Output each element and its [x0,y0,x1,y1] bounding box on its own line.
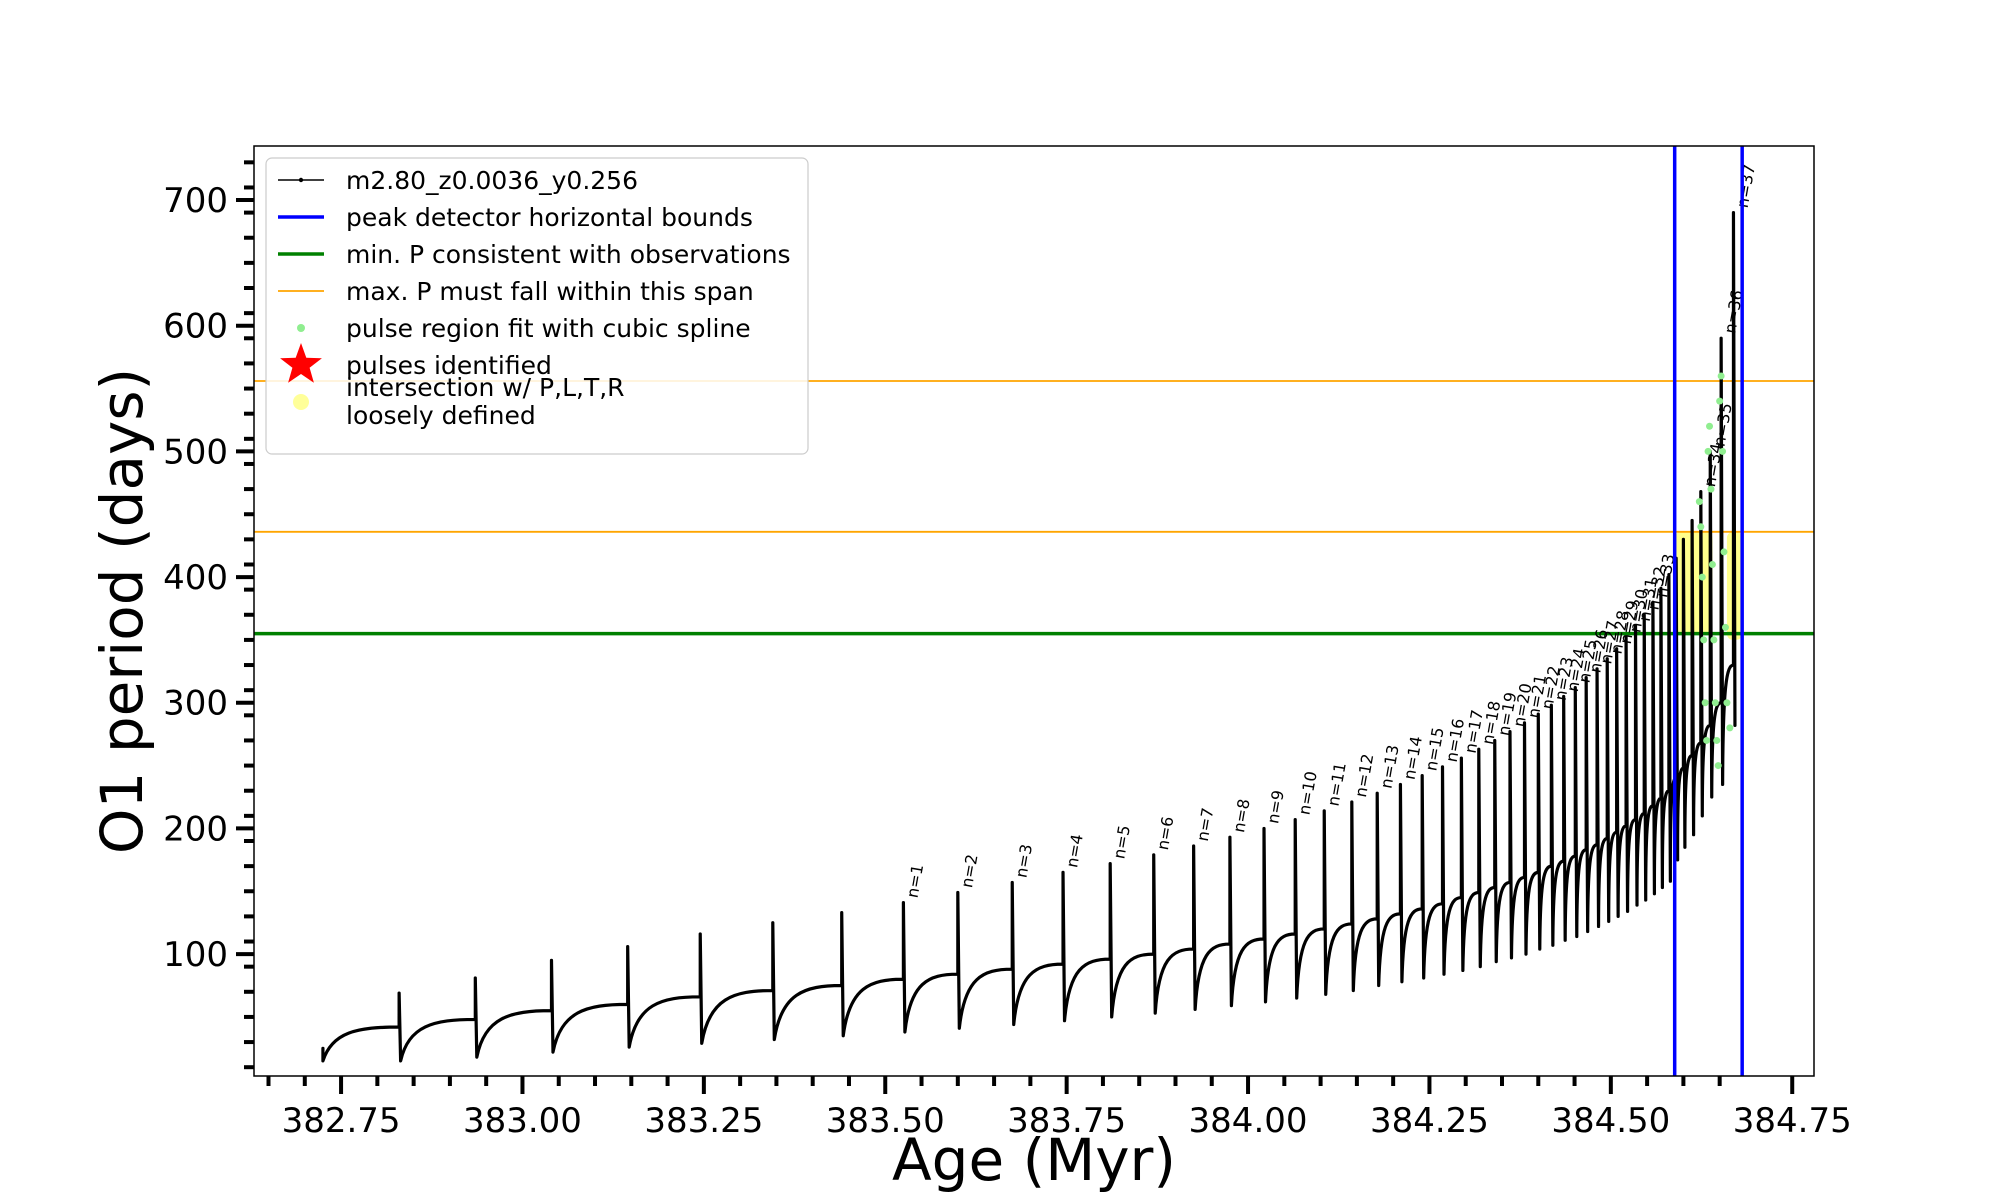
x-tick-label: 384.50 [1551,1101,1670,1141]
legend-label-line2: loosely defined [346,401,536,430]
legend-handle-dot [297,324,305,332]
spline-point-18 [1722,624,1729,631]
legend-handle-marker [299,178,303,182]
spline-point-12 [1713,737,1720,744]
spline-point-17 [1721,548,1728,555]
legend-label: min. P consistent with observations [346,240,791,269]
x-tick-label: 384.00 [1189,1101,1308,1141]
spline-point-11 [1712,699,1719,706]
y-tick-label: 600 [163,307,228,347]
spline-point-0 [1696,498,1703,505]
x-tick-label: 383.25 [644,1101,763,1141]
spline-point-20 [1726,724,1733,731]
x-tick-label: 384.25 [1370,1101,1489,1141]
spline-point-1 [1697,523,1704,530]
x-tick-label: 384.75 [1733,1101,1852,1141]
legend-label: peak detector horizontal bounds [346,203,753,232]
spline-point-5 [1703,737,1710,744]
legend-label: max. P must fall within this span [346,277,754,306]
x-tick-label: 382.75 [282,1101,401,1141]
legend-label: pulse region fit with cubic spline [346,314,751,343]
y-axis-title: O1 period (days) [88,368,156,854]
legend-label: m2.80_z0.0036_y0.256 [346,166,638,195]
spline-point-9 [1709,561,1716,568]
spline-point-13 [1715,762,1722,769]
y-tick-label: 300 [163,684,228,724]
legend-handle-dot [293,394,309,410]
spline-point-2 [1699,574,1706,581]
spline-point-15 [1718,372,1725,379]
x-axis-title: Age (Myr) [892,1126,1176,1194]
spline-point-10 [1710,636,1717,643]
y-tick-label: 100 [163,935,228,975]
legend-label: intersection w/ P,L,T,R [346,373,625,402]
spline-point-3 [1700,636,1707,643]
spline-point-4 [1702,699,1709,706]
y-tick-label: 500 [163,432,228,472]
y-tick-label: 200 [163,809,228,849]
spline-point-19 [1723,699,1730,706]
x-tick-label: 383.00 [463,1101,582,1141]
y-tick-label: 400 [163,558,228,598]
y-tick-label: 700 [163,181,228,221]
